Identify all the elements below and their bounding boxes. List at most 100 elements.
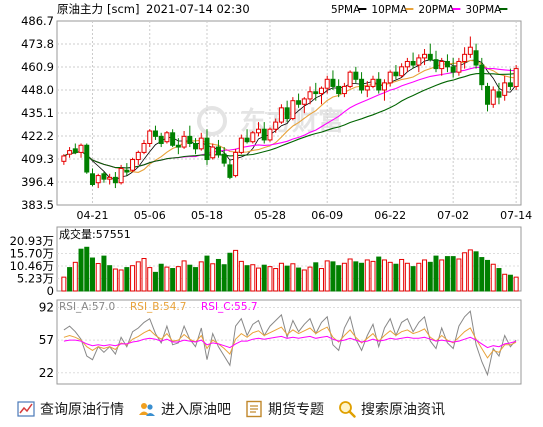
search-news-link[interactable]: 搜索原油资讯	[338, 399, 445, 419]
candle-body	[198, 137, 204, 150]
candle-body	[496, 91, 502, 98]
candle-body	[433, 59, 439, 70]
volume-bar	[273, 268, 279, 292]
volume-y-tick: 15.70万	[10, 246, 54, 260]
watermark-logo-icon	[197, 106, 227, 136]
candle-body	[296, 100, 302, 105]
candle-body	[404, 60, 410, 68]
price-y-tick: 409.3	[21, 152, 54, 166]
users-icon	[139, 403, 155, 416]
volume-bar	[399, 258, 405, 292]
volume-bar	[118, 269, 124, 292]
volume-bar	[107, 265, 113, 292]
volume-bar	[427, 261, 433, 292]
volume-bar	[313, 262, 319, 292]
volume-bar	[422, 259, 428, 292]
volume-bar	[135, 261, 141, 292]
candle-body	[439, 60, 445, 70]
ma-legend-20pma: 20PMA	[418, 4, 455, 16]
volume-bar	[301, 269, 307, 292]
candle-body	[450, 66, 456, 73]
candle-body	[364, 85, 370, 91]
candle-body	[67, 150, 73, 155]
rsi-y-tick: 92	[39, 300, 54, 314]
x-tick-label: 05-06	[134, 209, 166, 222]
candle-body	[347, 71, 353, 87]
volume-bar	[353, 261, 359, 292]
forum-link[interactable]: 进入原油吧	[138, 399, 231, 419]
candle-body	[187, 135, 193, 144]
rsi-legend-1: RSI_B:54.7	[130, 301, 186, 313]
candle-body	[233, 151, 239, 177]
candle-body	[336, 85, 342, 95]
volume-bar	[290, 263, 296, 292]
candle-body	[301, 98, 307, 105]
candle-body	[318, 87, 324, 95]
ma-legend-30pma: 30PMA	[465, 4, 502, 16]
candle-body	[330, 78, 336, 87]
search-icon	[339, 401, 356, 418]
candle-body	[250, 132, 256, 143]
volume-bar	[84, 246, 90, 292]
candle-body	[393, 71, 399, 77]
candle-body	[485, 85, 491, 105]
volume-bar	[444, 256, 450, 292]
volume-bar	[61, 276, 67, 292]
candle-body	[95, 175, 101, 184]
volume-bar	[130, 265, 136, 292]
rsi-y-tick: 57	[39, 333, 54, 347]
volume-bar	[233, 249, 239, 292]
candle-body	[490, 89, 496, 105]
candle-body	[513, 68, 519, 87]
price-y-tick: 383.5	[21, 198, 54, 212]
x-tick-label: 07-02	[437, 209, 469, 222]
volume-bar	[490, 263, 496, 292]
volume-bar	[198, 261, 204, 292]
query-quotes-link[interactable]: 查询原油行情	[17, 399, 124, 419]
candle-body	[473, 50, 479, 66]
topic-link[interactable]: 期货专题	[245, 399, 324, 419]
volume-bar	[244, 265, 250, 292]
query-quotes-label: 查询原油行情	[40, 402, 124, 418]
x-tick-label: 04-21	[77, 209, 109, 222]
volume-bar	[502, 273, 508, 292]
volume-bar	[513, 276, 519, 292]
volume-bar	[467, 249, 473, 292]
volume-bar	[72, 261, 78, 292]
candle-body	[210, 146, 216, 159]
candle-body	[124, 169, 130, 173]
candle-body	[313, 91, 319, 95]
volume-bar	[227, 252, 233, 292]
candle-body	[158, 135, 164, 144]
volume-bar	[456, 258, 462, 292]
volume-bar	[112, 268, 118, 292]
candle-body	[204, 137, 210, 161]
candle-body	[353, 71, 359, 80]
volume-bar	[324, 260, 330, 292]
chart-name: 原油主力	[57, 2, 103, 16]
chart-canvas: 原油主力 [scm] 2021-07-14 02:30 5PMA 10PMA 20PMA 3…	[10, 2, 532, 385]
volume-bar	[238, 260, 244, 292]
candle-body	[467, 46, 473, 55]
rsi-line-rsi_b	[63, 326, 517, 359]
candle-body	[284, 107, 290, 120]
candle-body	[107, 176, 113, 180]
candle-body	[479, 64, 485, 86]
volume-bar	[204, 255, 210, 292]
rsi-legend-2: RSI_C:55.7	[201, 301, 258, 313]
candle-body	[507, 82, 513, 87]
candle-body	[427, 53, 433, 61]
volume-bar	[164, 266, 170, 292]
candle-body	[152, 130, 158, 137]
volume-bar	[250, 264, 256, 292]
candle-body	[170, 132, 176, 146]
volume-bar	[479, 257, 485, 292]
x-tick-label: 06-09	[311, 209, 343, 222]
volume-bar	[330, 261, 336, 292]
volume-y-tick: 0	[47, 284, 54, 298]
candle-body	[324, 78, 330, 89]
chart-datetime: 2021-07-14 02:30	[146, 2, 250, 16]
volume-bar	[67, 267, 73, 292]
candle-body	[267, 128, 273, 141]
x-tick-label: 06-22	[374, 209, 406, 222]
